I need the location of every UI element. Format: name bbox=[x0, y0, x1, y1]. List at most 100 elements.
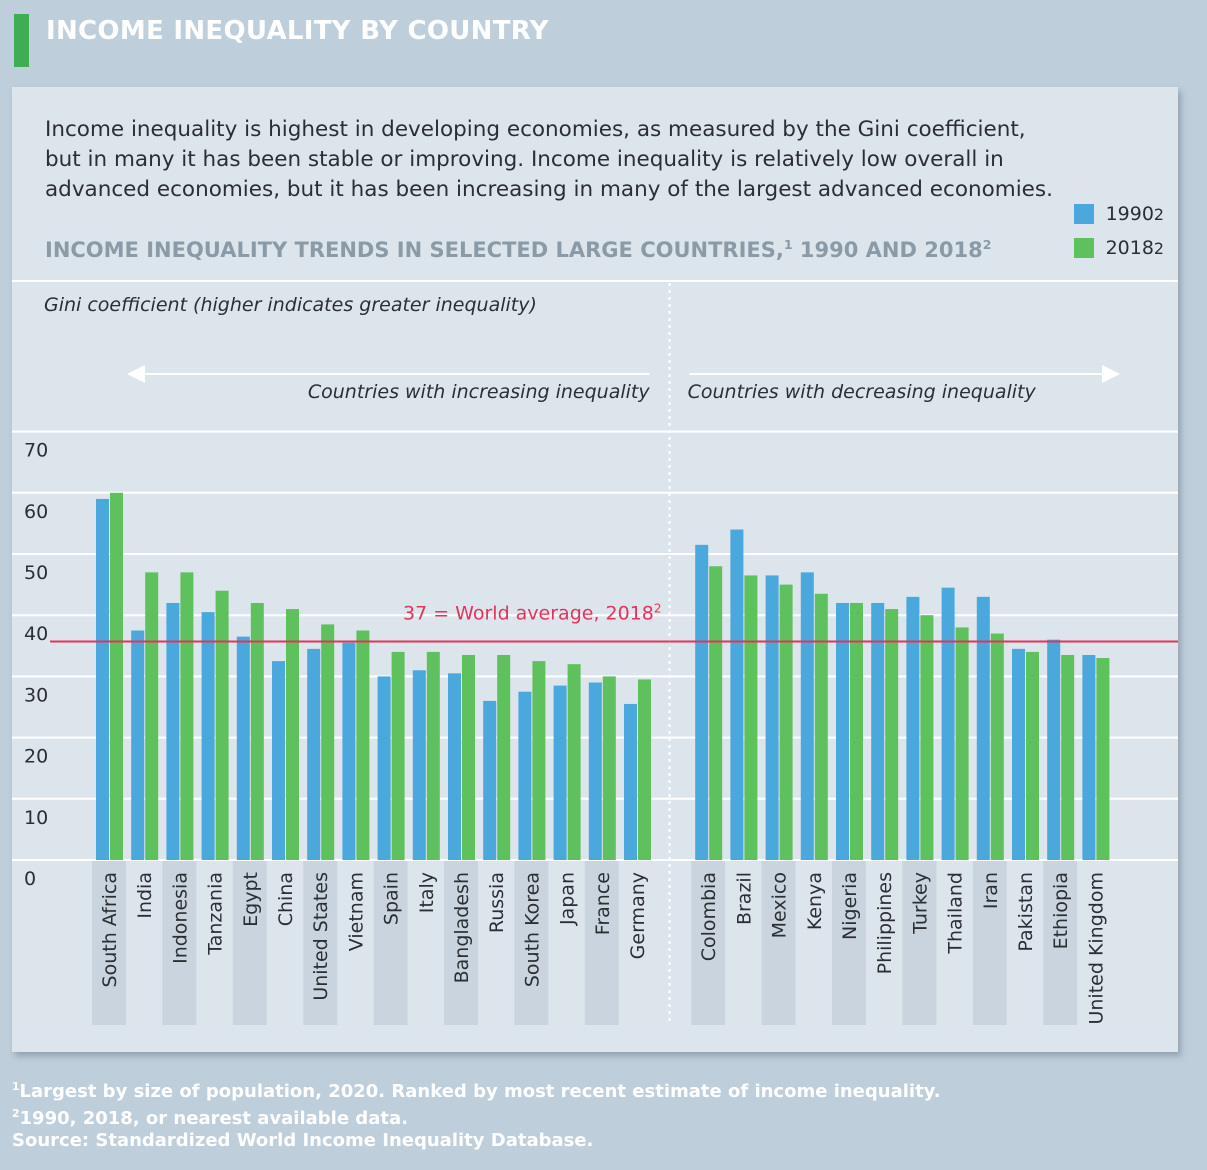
right-arrowhead bbox=[1102, 365, 1120, 383]
bar-2018 bbox=[1096, 658, 1110, 860]
bar-2018 bbox=[180, 572, 194, 860]
bar-2018 bbox=[602, 676, 616, 860]
category-label: France bbox=[592, 872, 614, 935]
category-band bbox=[584, 860, 619, 1025]
legend-label-1990: 1990 bbox=[1105, 203, 1154, 225]
bar-1990 bbox=[836, 602, 849, 860]
bar-1990 bbox=[412, 670, 426, 860]
bar-1990 bbox=[1047, 639, 1061, 860]
bar-1990 bbox=[906, 596, 920, 860]
bar-2018 bbox=[814, 593, 828, 860]
y-tick-label: 60 bbox=[24, 501, 48, 523]
category-label: South Africa bbox=[99, 872, 121, 987]
category-label: Indonesia bbox=[169, 872, 191, 964]
legend-swatch-1990 bbox=[1073, 204, 1094, 224]
chart-subtitle: INCOME INEQUALITY TRENDS IN SELECTED LAR… bbox=[45, 237, 991, 262]
footnotes: 1Largest by size of population, 2020. Ra… bbox=[12, 1076, 941, 1152]
bar-2018 bbox=[462, 654, 475, 860]
category-label: Thailand bbox=[945, 872, 967, 955]
bar-2018 bbox=[110, 492, 123, 860]
category-label: Italy bbox=[416, 872, 438, 913]
bar-2018 bbox=[356, 630, 370, 860]
bar-2018 bbox=[990, 633, 1004, 860]
category-band bbox=[373, 860, 408, 1025]
bar-2018 bbox=[286, 609, 299, 860]
y-tick-label: 30 bbox=[24, 684, 48, 706]
footnote-1-text: Largest by size of population, 2020. Ran… bbox=[19, 1081, 941, 1102]
page-title: INCOME INEQUALITY BY COUNTRY bbox=[46, 16, 549, 46]
bar-1990 bbox=[1082, 654, 1096, 860]
footnote-1-sup: 1 bbox=[12, 1080, 20, 1093]
legend-sup-1990: 2 bbox=[1153, 204, 1164, 224]
bar-2018 bbox=[321, 624, 335, 860]
bar-1990 bbox=[695, 544, 709, 860]
category-label: Philippines bbox=[874, 872, 896, 974]
bar-2018 bbox=[497, 654, 511, 860]
category-label: Ethiopia bbox=[1050, 872, 1072, 949]
bar-1990 bbox=[342, 642, 356, 860]
footnote-1: 1Largest by size of population, 2020. Ra… bbox=[12, 1076, 941, 1103]
category-band bbox=[232, 860, 267, 1025]
category-label: Mexico bbox=[769, 872, 791, 938]
bar-1990 bbox=[96, 498, 109, 860]
bar-2018 bbox=[638, 679, 651, 860]
category-band bbox=[444, 860, 478, 1025]
category-label: United Kingdom bbox=[1085, 872, 1107, 1025]
category-label: Pakistan bbox=[1015, 872, 1037, 952]
category-band bbox=[972, 860, 1007, 1025]
legend-sup-2018: 2 bbox=[1153, 238, 1164, 258]
left-arrowhead bbox=[127, 365, 145, 383]
subtitle-text: INCOME INEQUALITY TRENDS IN SELECTED LAR… bbox=[45, 238, 784, 262]
footnote-2-sup: 2 bbox=[12, 1107, 20, 1120]
increasing-group-label: Countries with increasing inequality bbox=[308, 381, 650, 403]
bar-1990 bbox=[800, 572, 814, 860]
world-average-sup: 2 bbox=[654, 602, 662, 616]
category-band bbox=[303, 860, 338, 1025]
legend-item-1990: 1990 2 bbox=[1073, 203, 1164, 225]
bar-1990 bbox=[976, 596, 990, 860]
bar-1990 bbox=[941, 587, 955, 860]
category-band bbox=[761, 860, 796, 1025]
world-average-label: 37 = World average, 20182 bbox=[403, 602, 662, 625]
y-axis-label: Gini coefficient (higher indicates great… bbox=[44, 294, 537, 316]
bar-2018 bbox=[920, 615, 934, 860]
category-band bbox=[691, 860, 726, 1025]
category-label: Japan bbox=[557, 872, 579, 926]
decreasing-group-label: Countries with decreasing inequality bbox=[688, 381, 1037, 403]
subtitle-sup-1: 1 bbox=[783, 237, 793, 252]
legend-swatch-2018 bbox=[1073, 238, 1094, 258]
category-label: United States bbox=[310, 872, 332, 1001]
category-label: Tanzania bbox=[205, 872, 227, 956]
source-note: Source: Standardized World Income Inequa… bbox=[12, 1130, 941, 1152]
bar-1990 bbox=[236, 636, 250, 860]
bar-1990 bbox=[588, 682, 602, 860]
bar-1990 bbox=[448, 673, 461, 860]
bar-1990 bbox=[483, 700, 497, 860]
bar-1990 bbox=[201, 612, 215, 860]
footnote-2: 21990, 2018, or nearest available data. bbox=[12, 1103, 941, 1130]
subtitle-text-2: 1990 AND 2018 bbox=[792, 238, 983, 262]
bar-2018 bbox=[426, 651, 440, 860]
category-label: Vietnam bbox=[345, 872, 367, 951]
legend-label-2018: 2018 bbox=[1105, 237, 1154, 259]
bar-1990 bbox=[1012, 648, 1025, 860]
category-label: Egypt bbox=[240, 872, 262, 927]
bar-2018 bbox=[215, 590, 229, 860]
bar-1990 bbox=[624, 703, 637, 860]
category-label: Germany bbox=[627, 872, 649, 959]
y-tick-label: 50 bbox=[24, 562, 48, 584]
y-tick-label: 10 bbox=[24, 807, 48, 829]
bar-2018 bbox=[1026, 651, 1039, 860]
source-note-text: Source: Standardized World Income Inequa… bbox=[12, 1130, 594, 1151]
bar-1990 bbox=[272, 661, 285, 860]
y-tick-label: 0 bbox=[24, 868, 36, 890]
category-label: Bangladesh bbox=[451, 872, 473, 983]
category-band bbox=[514, 860, 549, 1025]
category-band bbox=[832, 860, 866, 1025]
y-tick-label: 70 bbox=[24, 440, 48, 462]
category-band bbox=[902, 860, 937, 1025]
category-band bbox=[1043, 860, 1078, 1025]
category-label: Russia bbox=[486, 872, 508, 933]
bar-2018 bbox=[391, 651, 405, 860]
